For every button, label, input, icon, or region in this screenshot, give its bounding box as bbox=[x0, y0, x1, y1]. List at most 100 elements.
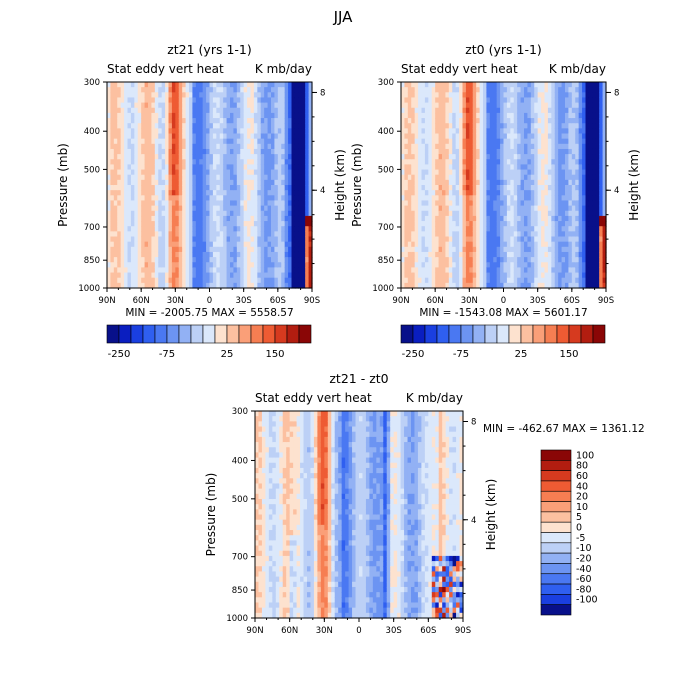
heatmap-cell bbox=[127, 236, 132, 243]
heatmap-cell bbox=[520, 262, 525, 268]
heatmap-cell bbox=[404, 133, 409, 140]
heatmap-cell bbox=[445, 231, 450, 238]
heatmap-cell bbox=[154, 143, 159, 150]
heatmap-cell bbox=[212, 272, 217, 279]
heatmap-cell bbox=[165, 143, 170, 150]
heatmap-cell bbox=[271, 107, 276, 114]
heatmap-cell bbox=[537, 138, 542, 145]
colorbar-swatch bbox=[592, 324, 606, 344]
heatmap-cell bbox=[493, 282, 498, 289]
heatmap-cell bbox=[151, 205, 156, 212]
heatmap-cell bbox=[551, 179, 556, 186]
heatmap-cell bbox=[599, 262, 604, 268]
heatmap-cell bbox=[165, 200, 170, 207]
heatmap-cell bbox=[291, 185, 296, 191]
heatmap-cell bbox=[479, 241, 484, 248]
heatmap-cell bbox=[267, 226, 272, 232]
heatmap-cell bbox=[438, 174, 443, 181]
heatmap-cell bbox=[438, 267, 443, 274]
heatmap-cell bbox=[544, 154, 549, 160]
heatmap-cell bbox=[524, 118, 529, 124]
heatmap-cell bbox=[462, 102, 467, 109]
heatmap-cell bbox=[209, 185, 214, 191]
heatmap-cell bbox=[175, 112, 180, 119]
heatmap-cell bbox=[565, 102, 570, 109]
heatmap-cell bbox=[130, 138, 135, 145]
heatmap-cell bbox=[199, 215, 204, 222]
heatmap-cell bbox=[575, 159, 580, 165]
heatmap-cell bbox=[411, 143, 416, 150]
heatmap-cell bbox=[185, 138, 190, 145]
heatmap-cell bbox=[510, 133, 515, 140]
heatmap-cell bbox=[554, 272, 559, 279]
heatmap-cell bbox=[401, 282, 406, 289]
heatmap-cell bbox=[243, 169, 248, 176]
heatmap-cell bbox=[148, 143, 153, 150]
heatmap-cell bbox=[496, 262, 501, 268]
heatmap-cell bbox=[267, 246, 272, 253]
heatmap-cell bbox=[107, 200, 112, 207]
heatmap-cell bbox=[253, 246, 258, 253]
heatmap-cell bbox=[124, 251, 129, 258]
heatmap-cell bbox=[452, 107, 457, 114]
heatmap-cell bbox=[431, 210, 436, 217]
heatmap-cell bbox=[144, 118, 149, 124]
heatmap-cell bbox=[465, 185, 470, 191]
heatmap-cell bbox=[230, 246, 235, 253]
heatmap-cell bbox=[568, 257, 573, 263]
heatmap-cell bbox=[110, 236, 115, 243]
heatmap-cell bbox=[500, 257, 505, 263]
heatmap-cell bbox=[171, 246, 176, 253]
heatmap-cell bbox=[267, 92, 272, 99]
heatmap-cell bbox=[233, 107, 238, 114]
heatmap-cell bbox=[168, 251, 173, 258]
heatmap-cell bbox=[226, 205, 231, 212]
heatmap-cell bbox=[209, 236, 214, 243]
heatmap-cell bbox=[141, 267, 146, 274]
heatmap-cell bbox=[284, 231, 289, 238]
heatmap-cell bbox=[247, 226, 252, 232]
heatmap-cell bbox=[537, 215, 542, 222]
heatmap-cell bbox=[274, 241, 279, 248]
heatmap-cell bbox=[554, 231, 559, 238]
colorbar-swatch bbox=[400, 324, 414, 344]
heatmap-cell bbox=[599, 128, 604, 135]
heatmap-cell bbox=[445, 92, 450, 99]
heatmap-cell bbox=[578, 277, 583, 284]
heatmap-cell bbox=[476, 200, 481, 207]
heatmap-cell bbox=[110, 107, 115, 114]
heatmap-cell bbox=[240, 97, 245, 104]
heatmap-cell bbox=[558, 138, 563, 145]
heatmap-cell bbox=[195, 107, 200, 114]
heatmap-cell bbox=[219, 200, 224, 207]
heatmap-cell bbox=[465, 277, 470, 284]
heatmap-cell bbox=[493, 179, 498, 186]
heatmap-cell bbox=[459, 133, 464, 140]
heatmap-cell bbox=[134, 236, 139, 243]
heatmap-cell bbox=[178, 221, 183, 227]
heatmap-cell bbox=[537, 272, 542, 279]
heatmap-cell bbox=[223, 200, 228, 207]
heatmap-cell bbox=[154, 97, 159, 104]
heatmap-cell bbox=[592, 169, 597, 176]
heatmap-cell bbox=[503, 148, 508, 155]
heatmap-cell bbox=[134, 226, 139, 232]
heatmap-cell bbox=[530, 195, 535, 202]
heatmap-cell bbox=[250, 190, 255, 196]
heatmap-cell bbox=[404, 221, 409, 227]
heatmap-cell bbox=[401, 174, 406, 181]
heatmap-cell bbox=[428, 169, 433, 176]
heatmap-cell bbox=[168, 164, 173, 171]
heatmap-cell bbox=[547, 257, 552, 263]
heatmap-cell bbox=[120, 282, 125, 289]
heatmap-cell bbox=[233, 205, 238, 212]
heatmap-cell bbox=[431, 262, 436, 268]
y-tick-label: 400 bbox=[378, 127, 394, 137]
heatmap-cell bbox=[424, 277, 429, 284]
heatmap-cell bbox=[599, 241, 604, 248]
heatmap-cell bbox=[113, 112, 118, 119]
heatmap-cell bbox=[547, 210, 552, 217]
heatmap-cell bbox=[489, 97, 494, 104]
heatmap-cell bbox=[168, 159, 173, 165]
heatmap-cell bbox=[223, 102, 228, 109]
